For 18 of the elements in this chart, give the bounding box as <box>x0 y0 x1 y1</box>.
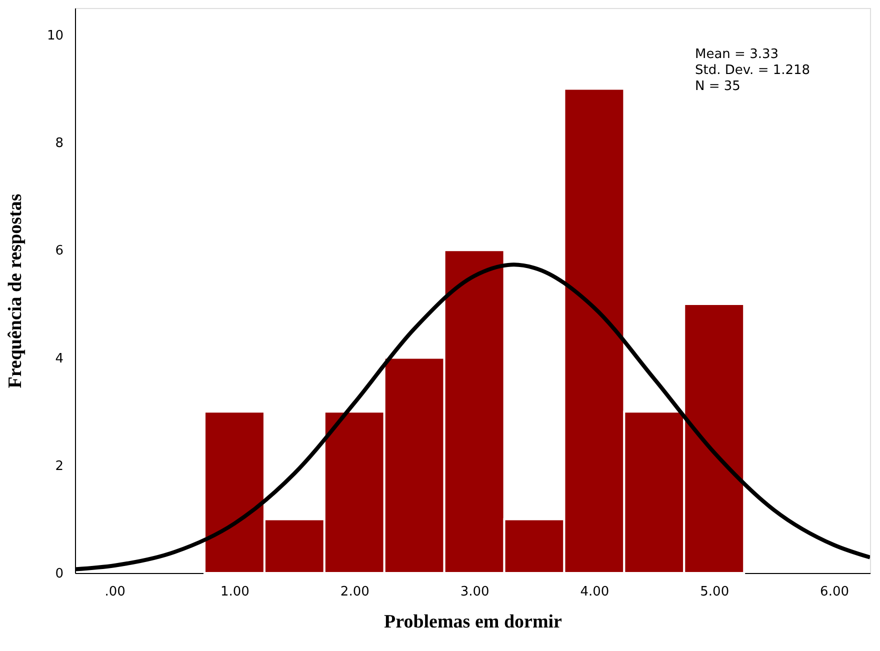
x-tick-label: 5.00 <box>700 584 730 600</box>
x-tick-label: 4.00 <box>580 584 610 600</box>
x-axis-title: Problemas em dormir <box>384 612 563 632</box>
x-tick-label: .00 <box>104 584 126 600</box>
y-tick-label: 6 <box>55 244 64 259</box>
x-tick-label: 1.00 <box>220 584 250 600</box>
y-tick-label: 2 <box>55 458 64 474</box>
annotation: N = 35 <box>695 79 740 94</box>
y-tick-label: 8 <box>55 136 64 152</box>
y-tick-label: 10 <box>46 28 64 44</box>
x-tick-label: 2.00 <box>340 584 370 600</box>
y-tick-label: 0 <box>55 566 64 582</box>
x-tick-label: 3.00 <box>460 584 490 600</box>
annotation: Std. Dev. = 1.218 <box>695 63 810 78</box>
x-tick-label: 6.00 <box>820 584 850 600</box>
annotation: Mean = 3.33 <box>695 47 779 62</box>
y-axis-title: Frequência de respostas <box>4 194 26 388</box>
y-tick-label: 4 <box>55 351 64 366</box>
